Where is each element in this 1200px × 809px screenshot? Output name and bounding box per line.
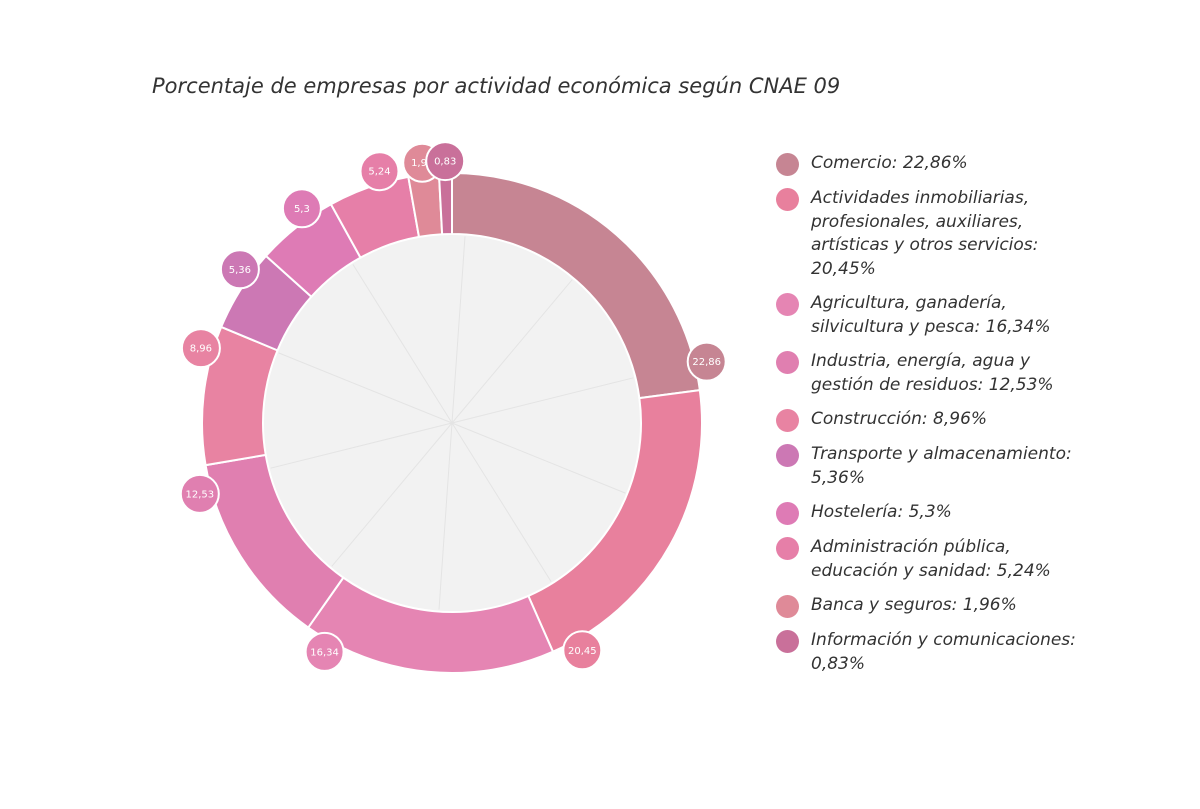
data-label-badge — [304, 631, 345, 672]
data-label-badge — [219, 249, 260, 290]
data-label-badge — [281, 188, 322, 229]
legend-item: Transporte y almacenamiento: 5,36% — [776, 443, 1076, 490]
legend-swatch — [776, 153, 799, 176]
data-label-badge — [686, 341, 727, 382]
legend-label: Hostelería: 5,3% — [811, 502, 952, 522]
legend-item: Hostelería: 5,3% — [776, 501, 1076, 525]
donut-slice — [437, 171, 453, 236]
legend-swatch — [776, 537, 799, 560]
data-label: 5,3 — [294, 204, 310, 215]
data-label: 20,45 — [568, 646, 597, 657]
center-spoke — [451, 279, 573, 424]
data-label: 22,86 — [692, 357, 721, 368]
legend-label: Información y comunicaciones: 0,83% — [811, 630, 1076, 674]
legend-swatch — [776, 351, 799, 374]
data-label: 5,24 — [368, 167, 390, 178]
legend-item: Administración pública, educación y sani… — [776, 536, 1076, 583]
data-label: 0,83 — [434, 157, 456, 168]
center-spoke — [451, 422, 552, 582]
chart-title: Porcentaje de empresas por actividad eco… — [152, 74, 841, 98]
center-spokes — [270, 236, 634, 610]
legend-item: Banca y seguros: 1,96% — [776, 594, 1076, 618]
legend-item: Construcción: 8,96% — [776, 408, 1076, 432]
legend-item: Industria, energía, agua y gestión de re… — [776, 350, 1076, 397]
center-spoke — [438, 422, 453, 610]
center-spoke — [451, 377, 634, 424]
legend-label: Administración pública, educación y sani… — [811, 537, 1051, 581]
legend-label: Actividades inmobiliarias, profesionales… — [811, 188, 1039, 279]
legend-swatch — [776, 630, 799, 653]
center-spoke — [270, 422, 453, 469]
data-label-badge — [179, 473, 220, 514]
data-label-badge — [562, 630, 603, 671]
legend-swatch — [776, 444, 799, 467]
legend-item: Comercio: 22,86% — [776, 152, 1076, 176]
data-label: 8,96 — [190, 344, 212, 355]
center-spoke — [451, 236, 466, 424]
legend-swatch — [776, 502, 799, 525]
legend-label: Comercio: 22,86% — [811, 153, 968, 173]
donut-chart: 22,86 20,45 16,34 12,53 8,96 5,36 5,3 5,24 1,96 0… — [179, 141, 727, 674]
center-spoke — [451, 422, 626, 494]
center-spoke — [278, 352, 453, 424]
legend-swatch — [776, 188, 799, 211]
data-label: 5,36 — [229, 265, 251, 276]
legend-item: Agricultura, ganadería, silvicultura y p… — [776, 292, 1076, 339]
legend-swatch — [776, 293, 799, 316]
data-labels: 22,86 20,45 16,34 12,53 8,96 5,36 5,3 5,24 1,96 0… — [179, 141, 727, 672]
center-spoke — [352, 264, 453, 424]
legend-swatch — [776, 409, 799, 432]
legend-swatch — [776, 595, 799, 618]
data-label: 1,96 — [411, 158, 433, 169]
legend-item: Información y comunicaciones: 0,83% — [776, 629, 1076, 676]
legend-label: Construcción: 8,96% — [811, 409, 988, 429]
legend-label: Transporte y almacenamiento: 5,36% — [811, 444, 1072, 488]
data-label-badge — [180, 328, 221, 369]
legend-label: Banca y seguros: 1,96% — [811, 595, 1017, 615]
data-label-badge — [359, 151, 400, 192]
data-label-badge — [425, 141, 466, 182]
center-spoke — [331, 422, 453, 567]
legend-label: Industria, energía, agua y gestión de re… — [811, 351, 1054, 395]
data-label: 12,53 — [185, 489, 214, 500]
data-label: 16,34 — [310, 647, 339, 658]
legend-item: Actividades inmobiliarias, profesionales… — [776, 187, 1076, 281]
donut-slices — [201, 171, 703, 674]
legend: Comercio: 22,86% Actividades inmobiliaria… — [776, 152, 1076, 687]
legend-label: Agricultura, ganadería, silvicultura y p… — [811, 293, 1051, 337]
